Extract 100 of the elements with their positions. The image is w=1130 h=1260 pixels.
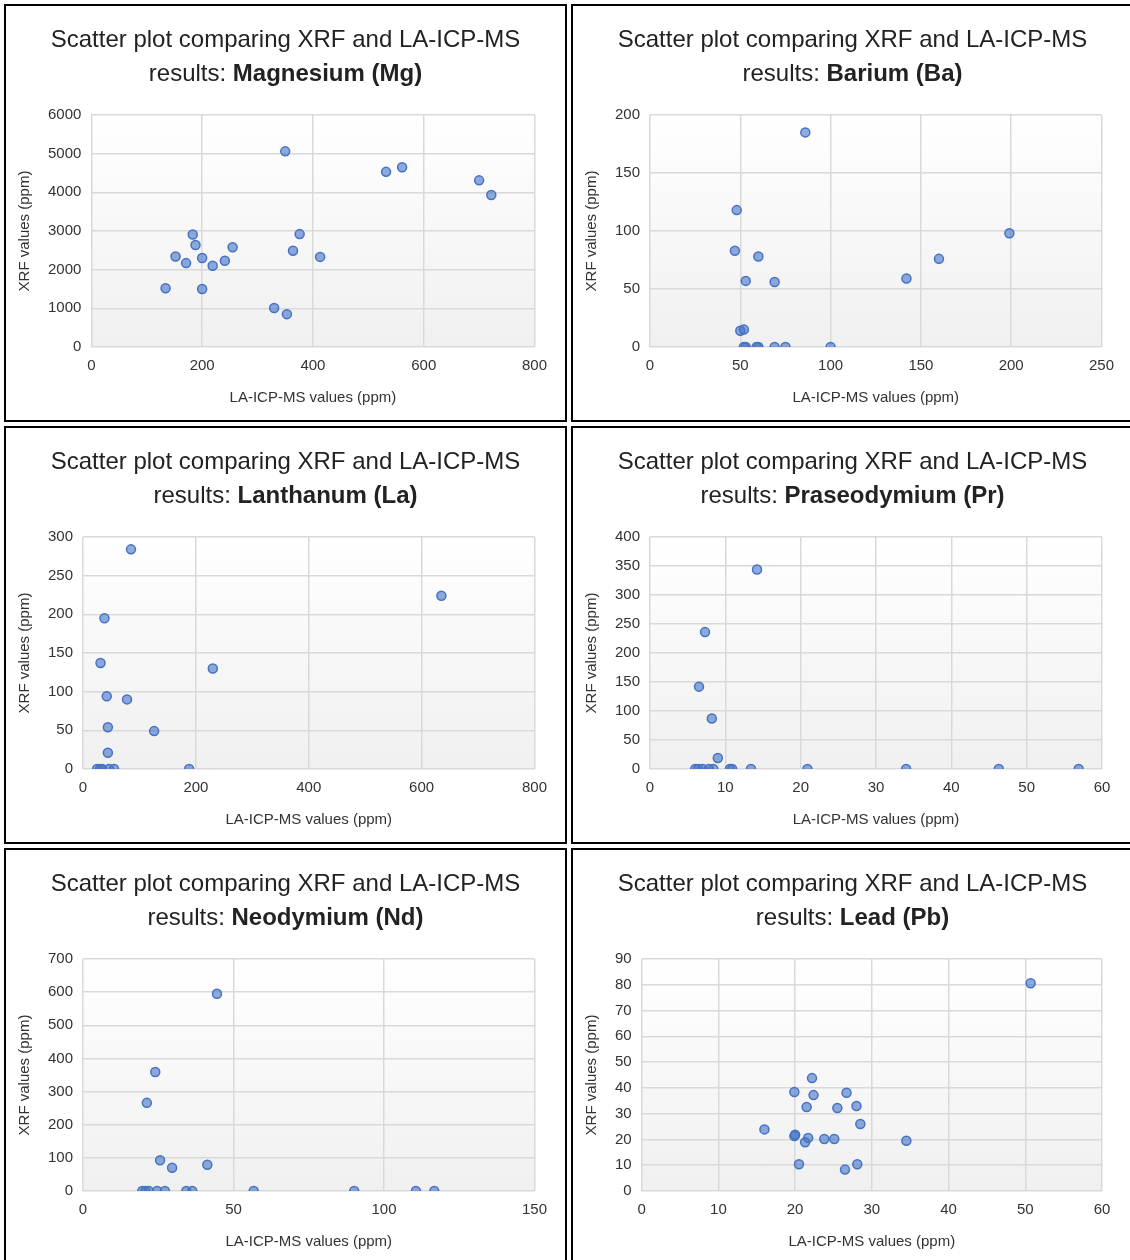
point [207, 663, 219, 674]
point [141, 1097, 153, 1109]
point [219, 255, 231, 267]
x-axis-title: LA-ICP-MS values (ppm) [788, 1232, 956, 1250]
x-tick-label: 200 [189, 356, 215, 374]
x-tick-label: 100 [818, 356, 844, 374]
point [287, 245, 299, 256]
point [160, 282, 171, 294]
y-tick-label: 40 [615, 1078, 632, 1096]
point [729, 245, 741, 256]
y-tick-label: 1000 [47, 298, 82, 316]
x-tick-label: 60 [1093, 778, 1111, 796]
point [294, 228, 305, 240]
y-tick-label: 250 [48, 565, 74, 583]
y-tick-label: 70 [615, 1000, 632, 1018]
point [802, 1132, 814, 1144]
point [121, 694, 133, 705]
x-tick-label: 60 [1093, 1200, 1111, 1218]
y-tick-label: 600 [48, 982, 74, 1000]
point [839, 1164, 851, 1175]
point [95, 657, 106, 669]
y-tick-label: 60 [615, 1026, 632, 1044]
point [1025, 977, 1036, 989]
y-axis-title: XRF values (ppm) [582, 592, 600, 714]
y-tick-label: 200 [48, 604, 74, 622]
y-tick-label: 20 [615, 1129, 632, 1147]
y-tick-label: 5000 [47, 143, 82, 161]
y-axis-title: XRF values (ppm) [582, 170, 600, 292]
y-tick-label: 100 [48, 1148, 74, 1165]
x-axis-title: LA-ICP-MS values (ppm) [225, 1232, 393, 1250]
point [769, 276, 780, 288]
y-tick-label: 0 [631, 759, 641, 777]
x-axis-title: LA-ICP-MS values (ppm) [225, 810, 393, 828]
point [851, 1100, 862, 1112]
point [125, 544, 137, 555]
point [281, 308, 293, 320]
point [793, 1158, 805, 1170]
y-tick-label: 0 [73, 337, 82, 355]
y-tick-label: 250 [615, 614, 641, 632]
x-tick-label: 400 [296, 778, 322, 796]
x-tick-label: 0 [645, 356, 655, 374]
chart-title: Scatter plot comparing XRF and LA-ICP-MS results: Praseodymium (Pr) [617, 447, 1088, 508]
y-tick-label: 300 [615, 585, 641, 603]
point [207, 260, 218, 272]
x-tick-label: 800 [521, 356, 547, 374]
y-tick-label: 500 [48, 1015, 74, 1033]
y-tick-label: 300 [48, 527, 74, 545]
point [101, 691, 112, 702]
y-tick-label: 100 [48, 681, 74, 699]
y-tick-label: 200 [615, 643, 641, 661]
x-tick-label: 50 [1018, 778, 1036, 796]
x-tick-label: 150 [908, 356, 934, 374]
point [473, 175, 485, 186]
y-tick-label: 150 [48, 643, 74, 661]
y-tick-label: 50 [615, 1052, 632, 1070]
point [180, 257, 192, 269]
y-tick-label: 200 [48, 1114, 74, 1132]
point [380, 166, 392, 178]
point [486, 189, 497, 201]
point [706, 713, 718, 724]
point [855, 1118, 866, 1130]
point [699, 626, 711, 638]
x-tick-label: 0 [645, 778, 655, 796]
point [190, 239, 201, 251]
x-axis-title: LA-ICP-MS values (ppm) [792, 388, 960, 406]
y-tick-label: 80 [615, 974, 632, 992]
point [829, 1133, 840, 1145]
point [102, 721, 114, 733]
point [150, 1066, 161, 1078]
point [731, 204, 742, 216]
y-tick-label: 100 [615, 701, 641, 719]
y-tick-label: 0 [64, 759, 74, 777]
y-axis-title: XRF values (ppm) [15, 170, 33, 292]
y-tick-label: 50 [56, 720, 74, 738]
chart-title: Scatter plot comparing XRF and LA-ICP-MS results: Lead (Pb) [617, 869, 1088, 930]
y-tick-label: 700 [48, 949, 74, 967]
point [170, 251, 181, 262]
point [832, 1102, 843, 1114]
y-tick-label: 90 [615, 949, 632, 967]
point [933, 253, 945, 265]
point [901, 273, 912, 284]
x-tick-label: 600 [411, 356, 437, 374]
chart-title: Scatter plot comparing XRF and LA-ICP-MS results: Barium (Ba) [617, 25, 1088, 86]
point [753, 251, 764, 262]
point [819, 1133, 830, 1145]
y-axis-title: XRF values (ppm) [15, 1014, 33, 1136]
x-tick-label: 10 [717, 778, 734, 796]
x-tick-label: 100 [371, 1200, 397, 1218]
x-tick-label: 50 [1016, 1200, 1034, 1218]
x-tick-label: 800 [521, 778, 547, 796]
y-tick-label: 300 [48, 1081, 74, 1099]
x-tick-label: 50 [731, 356, 749, 374]
point [196, 252, 208, 264]
x-axis-title: LA-ICP-MS values (ppm) [792, 810, 960, 828]
x-tick-label: 20 [786, 1200, 804, 1218]
y-tick-label: 4000 [47, 182, 82, 200]
point [852, 1158, 863, 1170]
x-tick-label: 200 [183, 778, 209, 796]
y-tick-label: 30 [615, 1103, 632, 1121]
point [196, 283, 208, 295]
